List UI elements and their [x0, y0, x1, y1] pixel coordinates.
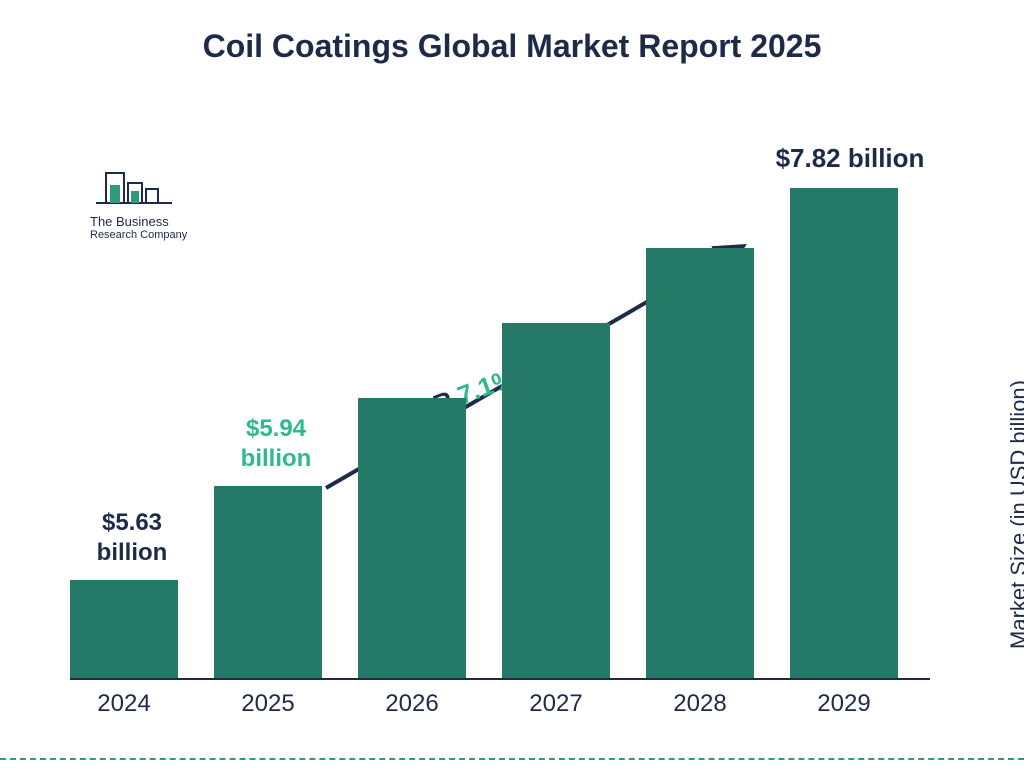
- x-tick-label: 2027: [502, 678, 610, 718]
- chart-plot-area: CAGR 7.1% 202420252026202720282029$5.63b…: [70, 120, 930, 680]
- bar-2027: 2027: [502, 323, 610, 678]
- x-tick-label: 2029: [790, 678, 898, 718]
- logo-line2: Research Company: [90, 229, 187, 241]
- bar-2029: 2029: [790, 188, 898, 678]
- value-label-0: $5.63billion: [72, 508, 192, 568]
- bar-2026: 2026: [358, 398, 466, 678]
- x-tick-label: 2028: [646, 678, 754, 718]
- x-tick-label: 2025: [214, 678, 322, 718]
- value-label-1: $5.94billion: [216, 414, 336, 474]
- logo-line1: The Business: [90, 215, 187, 229]
- company-logo: The Business Research Company: [90, 165, 187, 241]
- logo-icon: [90, 165, 180, 211]
- chart-title: Coil Coatings Global Market Report 2025: [0, 0, 1024, 65]
- value-label-2: $7.82 billion: [750, 142, 950, 175]
- bar-2028: 2028: [646, 248, 754, 678]
- bar-2024: 2024: [70, 580, 178, 678]
- y-axis-label: Market Size (in USD billion): [1006, 380, 1024, 649]
- x-tick-label: 2026: [358, 678, 466, 718]
- logo-text: The Business Research Company: [90, 215, 187, 241]
- bar-2025: 2025: [214, 486, 322, 678]
- x-tick-label: 2024: [70, 678, 178, 718]
- bottom-divider: [0, 758, 1024, 760]
